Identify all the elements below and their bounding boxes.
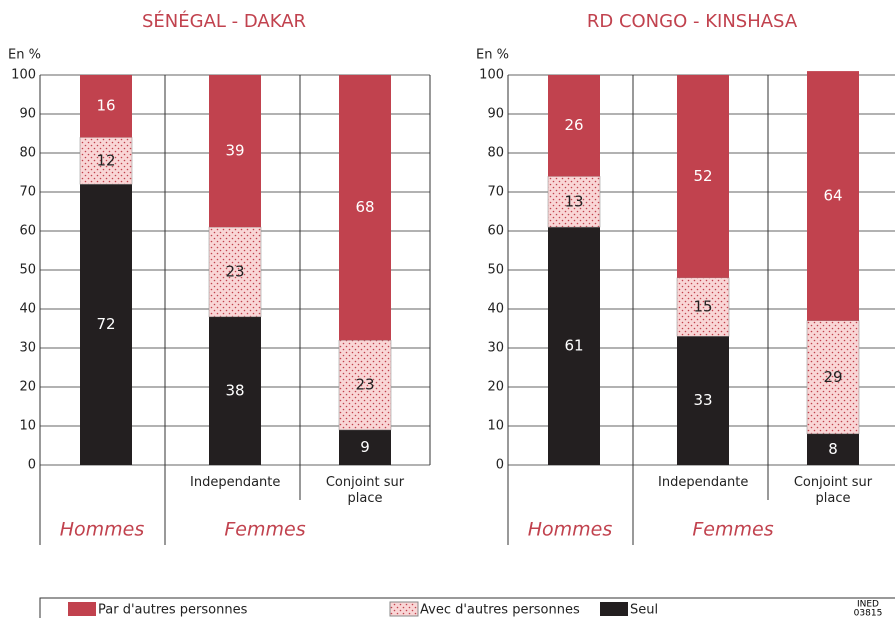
- y-tick-label: 30: [487, 341, 504, 356]
- y-tick-label: 20: [487, 380, 504, 395]
- data-label: 13: [564, 192, 583, 210]
- data-label: 29: [823, 368, 842, 386]
- legend-box: [39, 597, 895, 618]
- x-tick-label: Independante: [190, 475, 281, 490]
- data-label: 68: [355, 198, 374, 216]
- bar-segment: [338, 339, 392, 431]
- x-tick-label: Conjoint sur place: [793, 475, 873, 506]
- legend-label: Par d'autres personnes: [98, 603, 248, 618]
- y-axis-label: En %: [476, 48, 509, 63]
- bar-segment: [807, 71, 859, 321]
- data-label: 9: [360, 438, 370, 456]
- group-label: Femmes: [224, 519, 305, 541]
- bar-segment: [209, 316, 261, 465]
- y-tick-label: 0: [28, 458, 36, 473]
- data-label: 61: [564, 337, 583, 355]
- data-label: 26: [564, 116, 583, 134]
- y-tick-label: 40: [487, 302, 504, 317]
- group-label: Hommes: [528, 519, 613, 541]
- y-tick-label: 90: [19, 107, 36, 122]
- bar-segment: [80, 75, 132, 138]
- data-label: 52: [693, 167, 712, 185]
- legend-swatch: [600, 602, 628, 616]
- bar-segment: [79, 137, 133, 185]
- data-label: 33: [693, 391, 712, 409]
- y-tick-label: 20: [19, 380, 36, 395]
- bar-segment: [807, 433, 859, 465]
- bar-segment: [548, 227, 600, 465]
- bar-segment: [208, 226, 262, 318]
- y-tick-label: 100: [479, 68, 504, 83]
- legend-swatch: [389, 601, 419, 617]
- data-label: 23: [355, 376, 374, 394]
- legend-swatch: [68, 602, 96, 616]
- y-tick-label: 30: [19, 341, 36, 356]
- legend-label: Avec d'autres personnes: [420, 603, 580, 618]
- chart-title: RD CONGO - KINSHASA: [587, 11, 798, 32]
- data-label: 38: [225, 381, 244, 399]
- y-tick-label: 60: [19, 224, 36, 239]
- credit: INED: [857, 600, 879, 610]
- chart-title: SÉNÉGAL - DAKAR: [142, 10, 306, 32]
- group-label: Femmes: [692, 519, 773, 541]
- y-tick-label: 50: [487, 263, 504, 278]
- bar-segment: [209, 75, 261, 228]
- data-label: 12: [96, 151, 115, 169]
- y-tick-label: 100: [11, 68, 36, 83]
- bar-segment: [548, 75, 600, 177]
- data-label: 23: [225, 262, 244, 280]
- y-tick-label: 10: [487, 419, 504, 434]
- legend-label: Seul: [630, 603, 658, 618]
- bar-segment: [339, 75, 391, 341]
- y-axis-label: En %: [8, 48, 41, 63]
- bar-segment: [80, 184, 132, 465]
- bar-segment: [339, 429, 391, 465]
- x-tick-label: Independante: [658, 475, 749, 490]
- y-tick-label: 40: [19, 302, 36, 317]
- bar-segment: [547, 176, 601, 228]
- bar-segment: [677, 336, 729, 465]
- data-label: 8: [828, 440, 838, 458]
- y-tick-label: 10: [19, 419, 36, 434]
- y-tick-label: 60: [487, 224, 504, 239]
- data-label: 15: [693, 298, 712, 316]
- y-tick-label: 50: [19, 263, 36, 278]
- bar-segment: [806, 320, 860, 435]
- credit: 03815: [854, 609, 883, 618]
- x-tick-label: Conjoint sur place: [325, 475, 405, 506]
- group-label: Hommes: [60, 519, 145, 541]
- data-label: 16: [96, 97, 115, 115]
- y-tick-label: 80: [487, 146, 504, 161]
- bar-segment: [677, 75, 729, 278]
- y-tick-label: 70: [487, 185, 504, 200]
- y-tick-label: 80: [19, 146, 36, 161]
- bar-segment: [676, 277, 730, 337]
- y-tick-label: 70: [19, 185, 36, 200]
- y-tick-label: 0: [496, 458, 504, 473]
- data-label: 39: [225, 142, 244, 160]
- data-label: 64: [823, 186, 842, 204]
- y-tick-label: 90: [487, 107, 504, 122]
- data-label: 72: [96, 315, 115, 333]
